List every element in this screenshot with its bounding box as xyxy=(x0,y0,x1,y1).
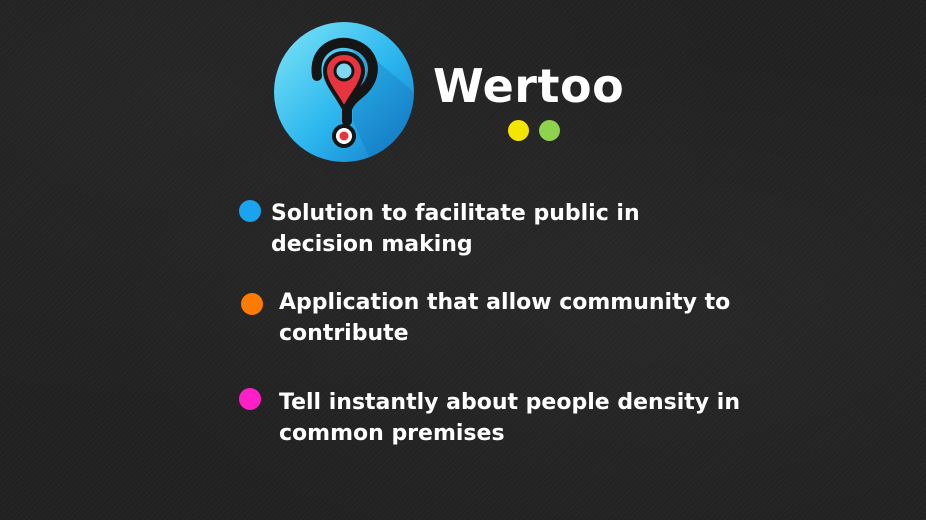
app-title: Wertoo xyxy=(433,59,625,113)
bullet-text-3: Tell instantly about people density in c… xyxy=(279,390,741,446)
question-mark-map-pin-icon xyxy=(274,22,414,162)
bullet-dot-1 xyxy=(239,200,261,222)
decorative-dot-yellow xyxy=(508,120,529,141)
bullet-text-2: Application that allow community to cont… xyxy=(279,290,731,346)
bullet-dot-3 xyxy=(239,388,261,410)
wertoo-logo xyxy=(273,21,415,163)
decorative-dot-green xyxy=(539,120,560,141)
bullet-dot-2 xyxy=(241,293,263,315)
bullet-text-1: Solution to facilitate public in decisio… xyxy=(271,201,640,257)
